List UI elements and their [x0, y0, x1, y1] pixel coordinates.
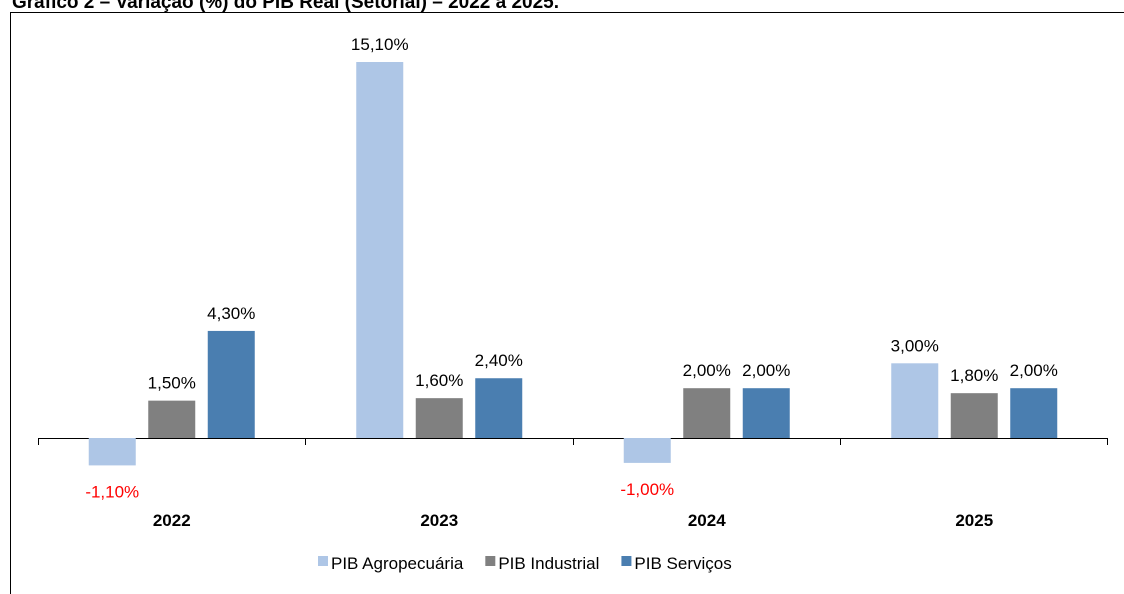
- bar: [356, 62, 404, 438]
- legend-swatch: [318, 556, 328, 566]
- data-label: 4,30%: [207, 304, 255, 323]
- x-axis-ticks: [38, 438, 1108, 445]
- bar: [742, 388, 790, 438]
- legend-label: PIB Agropecuária: [331, 554, 464, 573]
- bar: [950, 393, 998, 438]
- data-label: 2,00%: [1010, 361, 1058, 380]
- bar: [88, 438, 136, 466]
- bar: [475, 378, 523, 438]
- legend-label: PIB Serviços: [634, 554, 731, 573]
- x-tick-label: 2024: [688, 511, 726, 530]
- data-label: 2,40%: [475, 351, 523, 370]
- x-tick-label: 2025: [955, 511, 993, 530]
- data-label: 1,80%: [950, 366, 998, 385]
- x-tick-label: 2022: [153, 511, 191, 530]
- data-label: 3,00%: [891, 336, 939, 355]
- data-label: 1,50%: [148, 374, 196, 393]
- legend-swatch: [485, 556, 496, 566]
- bar: [623, 438, 671, 463]
- legend-label: PIB Industrial: [498, 554, 599, 573]
- chart-frame: [10, 12, 1124, 594]
- bar: [415, 398, 463, 438]
- bar: [891, 363, 939, 438]
- bar: [1010, 388, 1058, 438]
- bar: [207, 330, 255, 438]
- bar: [148, 400, 196, 438]
- x-tick-label: 2023: [420, 511, 458, 530]
- chart-title: Gráfico 2 – Variação (%) do PIB Real (Se…: [12, 0, 559, 13]
- data-label: -1,00%: [620, 480, 674, 499]
- data-label: -1,10%: [85, 482, 139, 501]
- legend-swatch: [621, 556, 632, 566]
- data-label: 2,00%: [742, 361, 790, 380]
- data-label: 1,60%: [415, 371, 463, 390]
- data-label: 15,10%: [351, 35, 409, 54]
- data-label: 2,00%: [683, 361, 731, 380]
- bar: [683, 388, 731, 438]
